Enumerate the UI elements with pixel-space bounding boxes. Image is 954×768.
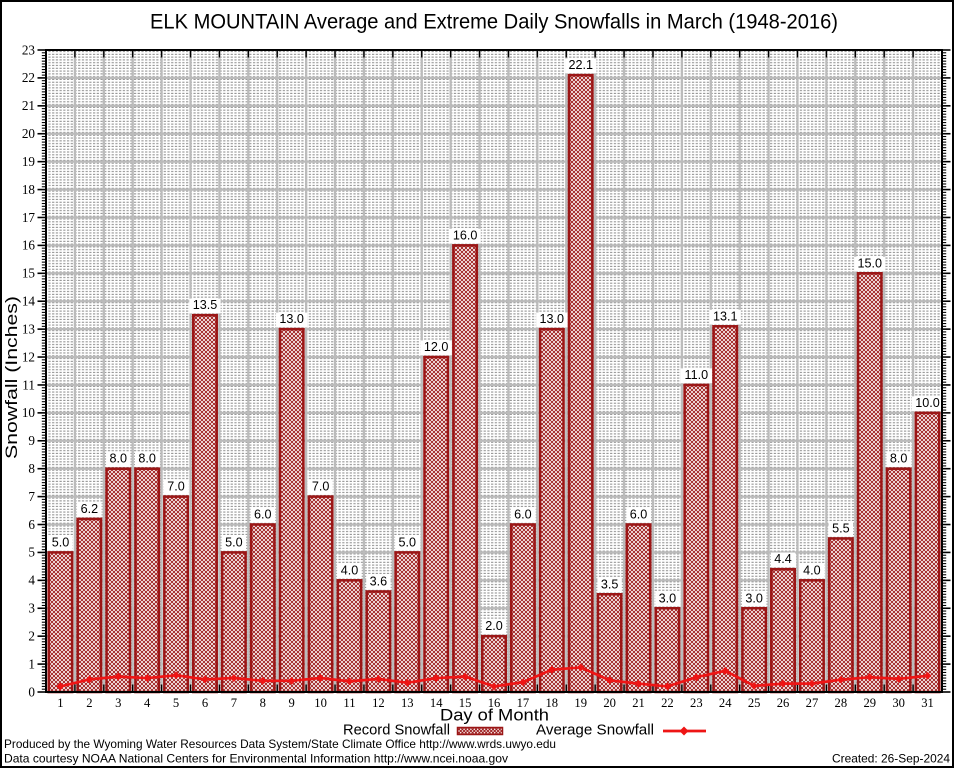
svg-text:Record Snowfall: Record Snowfall <box>343 722 450 739</box>
svg-text:6.0: 6.0 <box>514 508 532 522</box>
svg-text:7: 7 <box>231 696 237 710</box>
svg-text:17: 17 <box>22 210 36 225</box>
svg-text:8.0: 8.0 <box>890 452 908 466</box>
svg-text:12: 12 <box>22 349 35 364</box>
svg-text:31: 31 <box>921 696 934 710</box>
svg-text:4.0: 4.0 <box>341 563 359 577</box>
svg-text:3: 3 <box>28 601 35 616</box>
svg-text:6: 6 <box>28 517 35 532</box>
svg-text:8.0: 8.0 <box>138 452 156 466</box>
svg-text:24: 24 <box>719 696 732 710</box>
svg-text:Created: 26-Sep-2024: Created: 26-Sep-2024 <box>832 752 950 766</box>
svg-text:9: 9 <box>28 433 35 448</box>
svg-text:14: 14 <box>22 294 36 309</box>
svg-text:5.5: 5.5 <box>832 521 850 535</box>
svg-text:13.1: 13.1 <box>713 309 738 323</box>
svg-text:5.0: 5.0 <box>399 535 417 549</box>
svg-text:16: 16 <box>488 696 501 710</box>
svg-text:8: 8 <box>28 461 35 476</box>
svg-text:14: 14 <box>430 696 443 710</box>
svg-text:2: 2 <box>86 696 92 710</box>
svg-text:3.5: 3.5 <box>601 577 619 591</box>
svg-text:5.0: 5.0 <box>52 535 70 549</box>
svg-text:25: 25 <box>748 696 761 710</box>
svg-text:13.0: 13.0 <box>279 312 304 326</box>
svg-text:15: 15 <box>459 696 472 710</box>
svg-text:0: 0 <box>28 684 35 699</box>
svg-text:Day of Month: Day of Month <box>440 706 549 725</box>
svg-text:ELK MOUNTAIN Average and Extre: ELK MOUNTAIN Average and Extreme Daily S… <box>150 11 838 34</box>
svg-text:6.2: 6.2 <box>81 502 99 516</box>
svg-text:18: 18 <box>546 696 559 710</box>
svg-text:12: 12 <box>372 696 385 710</box>
svg-text:7.0: 7.0 <box>312 480 330 494</box>
svg-text:2: 2 <box>28 628 35 643</box>
svg-text:15.0: 15.0 <box>857 256 882 270</box>
svg-text:1: 1 <box>28 656 35 671</box>
svg-text:21: 21 <box>22 98 35 113</box>
svg-text:11: 11 <box>343 696 355 710</box>
svg-text:13: 13 <box>22 321 36 336</box>
svg-text:15: 15 <box>22 266 36 281</box>
svg-text:8: 8 <box>260 696 266 710</box>
svg-text:Data courtesy NOAA National Ce: Data courtesy NOAA National Centers for … <box>4 752 508 766</box>
svg-text:2.0: 2.0 <box>485 619 503 633</box>
svg-text:6: 6 <box>202 696 208 710</box>
svg-text:4.0: 4.0 <box>803 563 821 577</box>
svg-text:13.5: 13.5 <box>193 298 218 312</box>
svg-text:10.0: 10.0 <box>915 396 940 410</box>
svg-text:Snowfall (Inches): Snowfall (Inches) <box>2 296 21 459</box>
svg-text:30: 30 <box>892 696 905 710</box>
svg-text:29: 29 <box>863 696 876 710</box>
svg-text:22: 22 <box>22 70 35 85</box>
svg-text:10: 10 <box>314 696 327 710</box>
svg-text:7.0: 7.0 <box>167 480 185 494</box>
svg-text:11.0: 11.0 <box>685 368 709 382</box>
svg-text:19: 19 <box>574 696 587 710</box>
svg-text:5: 5 <box>173 696 179 710</box>
svg-text:23: 23 <box>690 696 703 710</box>
svg-text:27: 27 <box>806 696 819 710</box>
svg-text:19: 19 <box>22 154 36 169</box>
svg-text:20: 20 <box>603 696 616 710</box>
svg-text:26: 26 <box>777 696 790 710</box>
svg-text:18: 18 <box>22 182 36 197</box>
svg-text:22.1: 22.1 <box>568 58 593 72</box>
svg-text:4: 4 <box>28 573 35 588</box>
svg-text:28: 28 <box>835 696 848 710</box>
svg-text:12.0: 12.0 <box>424 340 449 354</box>
svg-text:3: 3 <box>115 696 121 710</box>
svg-text:23: 23 <box>22 42 36 57</box>
svg-text:5.0: 5.0 <box>225 535 243 549</box>
svg-text:5: 5 <box>28 545 35 560</box>
svg-text:11: 11 <box>22 377 35 392</box>
svg-text:13.0: 13.0 <box>540 312 565 326</box>
svg-text:4: 4 <box>144 696 151 710</box>
svg-text:Average Snowfall: Average Snowfall <box>536 722 654 739</box>
svg-text:3.0: 3.0 <box>659 591 677 605</box>
svg-text:Produced by the Wyoming Water: Produced by the Wyoming Water Resources … <box>4 737 556 751</box>
svg-text:13: 13 <box>401 696 414 710</box>
svg-text:16.0: 16.0 <box>453 228 478 242</box>
svg-text:3.6: 3.6 <box>370 575 388 589</box>
svg-text:20: 20 <box>22 126 36 141</box>
svg-text:6.0: 6.0 <box>254 508 272 522</box>
svg-text:8.0: 8.0 <box>110 452 128 466</box>
svg-text:16: 16 <box>22 238 36 253</box>
svg-text:4.4: 4.4 <box>774 552 792 566</box>
svg-text:7: 7 <box>28 489 35 504</box>
svg-text:17: 17 <box>517 696 530 710</box>
svg-text:6.0: 6.0 <box>630 508 648 522</box>
svg-text:10: 10 <box>22 405 36 420</box>
svg-text:21: 21 <box>632 696 645 710</box>
svg-text:3.0: 3.0 <box>745 591 763 605</box>
svg-text:9: 9 <box>289 696 295 710</box>
svg-text:1: 1 <box>57 696 63 710</box>
svg-text:22: 22 <box>661 696 674 710</box>
